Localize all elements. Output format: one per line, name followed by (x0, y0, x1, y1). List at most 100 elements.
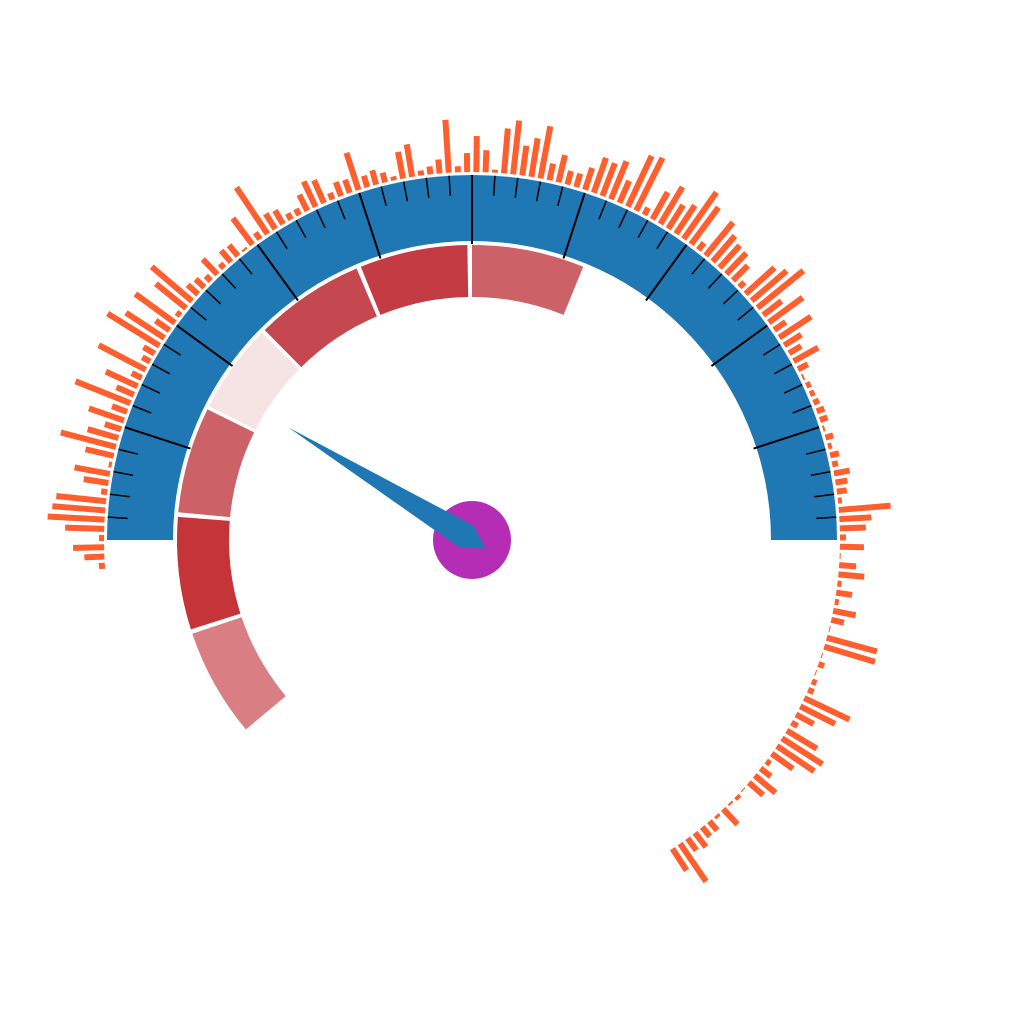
scale-ticks (107, 175, 837, 520)
minor-tick (205, 289, 222, 305)
radial-bar (233, 185, 271, 236)
radial-bar (141, 344, 157, 357)
radial-bar (758, 765, 773, 779)
minor-tick (190, 306, 207, 321)
minor-tick (221, 273, 237, 290)
radial-bar (252, 230, 263, 241)
radial-bar (74, 378, 132, 406)
radial-bar (203, 273, 213, 283)
minor-tick (707, 273, 723, 290)
radial-bar (649, 190, 671, 221)
minor-tick (295, 219, 307, 239)
radial-bar (714, 813, 721, 820)
radial-bar (60, 429, 117, 450)
radial-bar (800, 373, 806, 381)
radial-bar (749, 268, 789, 304)
radial-bar (829, 450, 840, 459)
radial-bar (669, 846, 690, 873)
major-tick (256, 244, 299, 302)
radial-bar (641, 206, 651, 217)
radial-bar (519, 145, 530, 176)
radial-bar (685, 836, 699, 853)
radial-bar (590, 156, 609, 194)
radial-bar (200, 257, 220, 277)
radial-bar (812, 397, 821, 406)
radial-bar (417, 170, 425, 176)
radial-bar (528, 137, 541, 178)
radial-bar (616, 179, 632, 205)
radial-bar (301, 180, 319, 209)
radial-bar (823, 643, 876, 665)
radial-bar (717, 243, 742, 270)
radial-bar (608, 160, 630, 201)
radial-bar (657, 185, 686, 226)
radial-bar (838, 562, 857, 570)
radial-bar (599, 162, 618, 197)
radial-bar (390, 175, 397, 181)
radial-bar (740, 787, 746, 793)
radial-bar (100, 488, 108, 496)
minor-tick (448, 175, 452, 196)
minor-tick (163, 343, 182, 356)
minor-tick (598, 200, 608, 220)
radial-bar (625, 154, 655, 208)
radial-bar (832, 607, 857, 619)
radial-bar (582, 166, 595, 191)
minor-tick (402, 181, 409, 202)
radial-bar (830, 616, 845, 626)
minor-tick (336, 200, 346, 220)
radial-bar (792, 344, 820, 364)
radial-bar (727, 800, 734, 807)
radial-bar (710, 233, 738, 264)
radial-bar (761, 298, 784, 318)
band-segment (192, 617, 286, 730)
radial-bar (755, 268, 806, 311)
radial-bar (839, 524, 866, 532)
radial-bar (796, 361, 810, 372)
minor-tick (118, 448, 139, 455)
minor-tick (792, 404, 812, 414)
radial-bar (153, 281, 189, 311)
minor-tick (557, 186, 564, 207)
radial-bar (573, 172, 584, 188)
minor-tick (141, 383, 161, 394)
radial-bar (696, 240, 707, 252)
radial-bar (84, 553, 105, 561)
radial-bar (296, 193, 311, 213)
radial-bar (426, 166, 434, 175)
radial-bar (174, 310, 183, 318)
radial-bar (821, 425, 826, 432)
minor-tick (618, 209, 629, 229)
band-segment (472, 245, 584, 315)
radial-bar (838, 502, 891, 513)
radial-bar (707, 819, 720, 833)
radial-bar (193, 277, 207, 290)
minor-tick (637, 219, 649, 239)
radial-bar (343, 151, 362, 191)
radial-bar (84, 446, 115, 459)
minor-tick (425, 177, 430, 198)
radial-bar (546, 162, 556, 181)
radial-bar (360, 174, 371, 189)
radial-bar (834, 598, 840, 606)
radial-bar (153, 318, 172, 333)
minor-tick (805, 448, 826, 455)
radial-bar (241, 246, 248, 253)
radial-bar (115, 384, 136, 398)
radial-bar (720, 806, 740, 827)
radial-bar (777, 314, 813, 341)
radial-bar (87, 405, 125, 424)
band-segment (209, 332, 300, 430)
radial-bar (808, 389, 816, 397)
radial-bar (633, 156, 666, 213)
band-segment (176, 516, 241, 630)
radial-bar (787, 343, 803, 356)
radial-bar (111, 403, 129, 415)
radial-bar (677, 841, 709, 884)
minor-tick (107, 516, 128, 520)
major-tick (124, 426, 191, 450)
radial-bar (510, 120, 523, 175)
radial-bar (827, 442, 833, 450)
radial-bar (124, 310, 167, 341)
